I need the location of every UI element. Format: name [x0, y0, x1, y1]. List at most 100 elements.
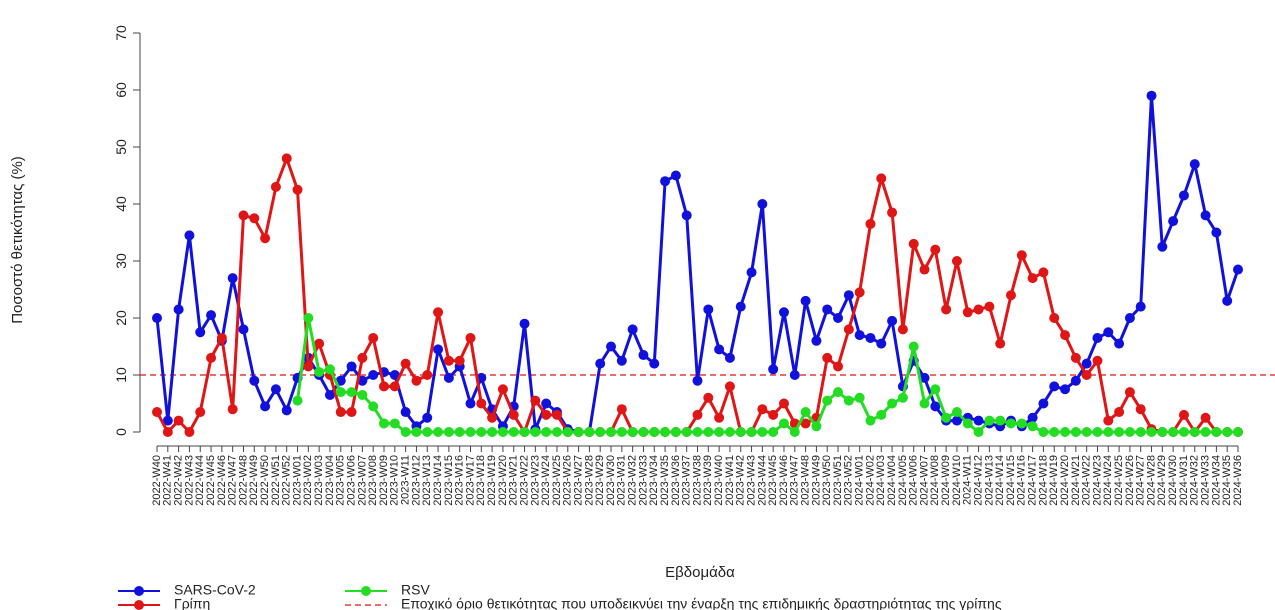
y-tick-label: 30 — [113, 253, 129, 269]
x-tick-label: 2022-W49 — [248, 455, 260, 506]
series-point — [519, 318, 530, 329]
x-tick-label: 2023-W14 — [432, 455, 444, 506]
series-point — [941, 412, 952, 423]
series-point — [1081, 358, 1092, 369]
series-point — [833, 361, 844, 372]
series-point — [260, 401, 271, 412]
series-point — [551, 427, 562, 437]
x-tick-label: 2024-W10 — [951, 455, 963, 506]
x-tick-label: 2023-W34 — [648, 455, 660, 506]
series-point — [216, 332, 227, 343]
x-tick-label: 2023-W38 — [691, 455, 703, 506]
x-tick-label: 2023-W31 — [616, 455, 628, 506]
series-point — [465, 427, 476, 437]
series-point — [757, 404, 768, 415]
series-point — [573, 427, 584, 437]
x-tick-label: 2024-W13 — [983, 455, 995, 506]
series-point — [865, 415, 876, 426]
series-point — [476, 427, 487, 437]
series-point — [487, 412, 498, 423]
series-point — [184, 230, 195, 241]
series-point — [919, 372, 930, 383]
series-point — [887, 398, 898, 409]
series-point — [941, 304, 952, 315]
series-point — [346, 361, 357, 372]
series-point — [995, 338, 1006, 349]
series-point — [1124, 313, 1135, 323]
series-point — [562, 427, 573, 437]
series-point — [1233, 264, 1243, 275]
series-point — [206, 310, 217, 321]
x-tick-label: 2023-W23 — [529, 455, 541, 506]
series-point — [1178, 190, 1189, 201]
series-point — [1114, 407, 1125, 418]
series-point — [443, 355, 454, 366]
x-tick-label: 2024-W31 — [1178, 455, 1190, 506]
x-tick-label: 2023-W16 — [454, 455, 466, 506]
series-point — [670, 427, 681, 437]
series-point — [714, 412, 725, 423]
x-tick-label: 2024-W20 — [1059, 455, 1071, 506]
x-tick-label: 2023-W51 — [832, 455, 844, 506]
series-point — [951, 407, 962, 418]
series-point — [433, 307, 444, 318]
x-tick-label: 2024-W12 — [972, 455, 984, 506]
x-tick-label: 2023-W13 — [421, 455, 433, 506]
x-tick-label: 2024-W15 — [1005, 455, 1017, 506]
x-tick-label: 2023-W24 — [540, 455, 552, 506]
legend-label: Εποχικό όριο θετικότητας που υποδεικνύει… — [401, 596, 1002, 610]
series-point — [1233, 427, 1243, 437]
series-point — [1222, 427, 1233, 437]
series-point — [368, 370, 379, 380]
series-point — [1016, 250, 1027, 261]
x-tick-label: 2022-W45 — [205, 455, 217, 506]
y-tick-label: 60 — [113, 82, 129, 98]
x-tick-label: 2024-W23 — [1091, 455, 1103, 506]
x-tick-label: 2024-W08 — [929, 455, 941, 506]
series-point — [1124, 387, 1135, 398]
x-tick-label: 2023-W19 — [486, 455, 498, 506]
series-point — [616, 404, 627, 415]
series-point — [984, 415, 995, 426]
series-point — [595, 358, 606, 369]
x-tick-label: 2024-W21 — [1070, 455, 1082, 506]
series-point — [335, 407, 346, 418]
series-point — [584, 427, 595, 437]
x-tick-label: 2023-W18 — [475, 455, 487, 506]
series-point — [1081, 427, 1092, 437]
x-tick-label: 2023-W07 — [356, 455, 368, 506]
legend-label: RSV — [401, 582, 430, 598]
series-point — [400, 407, 411, 418]
series-point — [1168, 427, 1179, 437]
x-tick-label: 2024-W33 — [1199, 455, 1211, 506]
series-point — [227, 273, 238, 284]
series-point — [876, 338, 887, 349]
series-point — [314, 338, 325, 349]
series-point — [335, 387, 346, 398]
series-point — [757, 427, 768, 437]
series-point — [1038, 398, 1049, 409]
x-tick-label: 2024-W04 — [886, 455, 898, 506]
x-tick-label: 2023-W25 — [551, 455, 563, 506]
series-point — [703, 304, 714, 315]
x-tick-label: 2024-W14 — [994, 455, 1006, 506]
series-point — [1189, 159, 1200, 170]
series-point — [1157, 241, 1168, 252]
x-tick-label: 2023-W42 — [735, 455, 747, 506]
x-tick-label: 2023-W52 — [843, 455, 855, 506]
x-tick-label: 2023-W36 — [670, 455, 682, 506]
series-point — [1114, 427, 1125, 437]
series-point — [606, 341, 617, 352]
series-point — [519, 427, 530, 437]
series-point — [173, 415, 184, 426]
x-tick-label: 2024-W19 — [1048, 455, 1060, 506]
series-point — [173, 304, 184, 315]
series-point — [270, 384, 281, 395]
series-point — [876, 409, 887, 420]
series-point — [260, 233, 271, 244]
series-point — [357, 375, 368, 386]
series-point — [206, 352, 217, 363]
series-point — [1049, 313, 1060, 323]
series-point — [822, 352, 833, 363]
x-tick-label: 2022-W51 — [270, 455, 282, 506]
